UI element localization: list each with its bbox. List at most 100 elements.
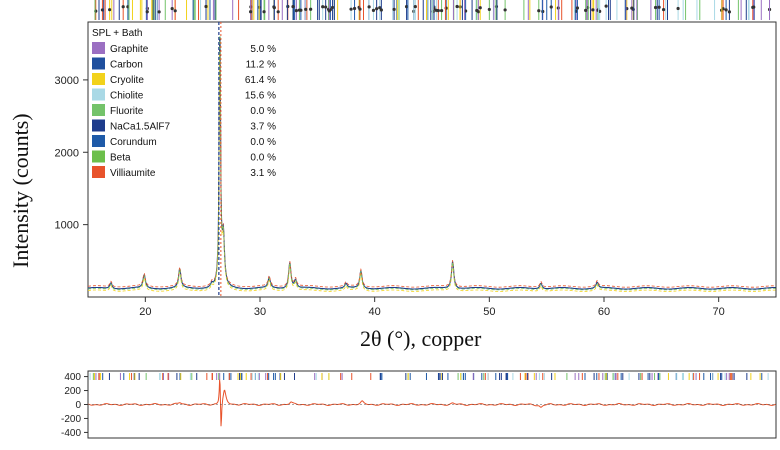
phase-marker-dot bbox=[676, 6, 680, 11]
phase-marker-dot bbox=[455, 4, 459, 9]
legend-swatch bbox=[92, 119, 105, 132]
phase-marker-dot bbox=[349, 7, 353, 11]
phase-marker-dot bbox=[727, 10, 732, 14]
phase-marker-dot bbox=[170, 6, 174, 11]
x-tick-label: 70 bbox=[713, 306, 725, 318]
phase-marker-dot bbox=[367, 5, 371, 9]
phase-marker-dot bbox=[108, 8, 112, 12]
phase-marker-dot bbox=[436, 9, 440, 13]
legend-entry-value: 0.0 % bbox=[250, 106, 276, 117]
phase-marker-dot bbox=[591, 8, 595, 12]
legend-swatch bbox=[92, 57, 105, 70]
phase-marker-dot bbox=[537, 9, 541, 13]
legend-entry-name: Villiaumite bbox=[110, 168, 156, 179]
phase-marker-dot bbox=[324, 5, 328, 9]
diffraction-trace bbox=[88, 35, 776, 291]
legend-entry-value: 3.1 % bbox=[250, 168, 276, 179]
phase-marker-dot bbox=[321, 5, 325, 9]
phase-marker-dot bbox=[575, 6, 580, 10]
phase-marker-dot bbox=[661, 7, 666, 12]
phase-marker-dot bbox=[657, 5, 661, 9]
residual-y-tick-label: 0 bbox=[75, 400, 81, 411]
residual-y-tick-label: -200 bbox=[61, 414, 81, 425]
y-axis-label: Intensity (counts) bbox=[8, 113, 33, 268]
legend-swatch bbox=[92, 150, 105, 163]
legend-entry-name: Cryolite bbox=[110, 75, 144, 86]
legend-entry-value: 0.0 % bbox=[250, 137, 276, 148]
main-x-axis: 20 30 40 50 60 70 bbox=[139, 297, 725, 318]
phase-marker-dot bbox=[604, 4, 608, 8]
y-tick-label: 2000 bbox=[55, 147, 79, 159]
phase-marker-dot bbox=[487, 7, 491, 12]
legend-entry-name: Chiolite bbox=[110, 91, 144, 102]
legend-entry-name: Fluorite bbox=[110, 106, 144, 117]
x-tick-label: 20 bbox=[139, 306, 151, 318]
main-traces bbox=[87, 22, 776, 297]
legend-swatch bbox=[92, 88, 105, 101]
phase-marker-dot bbox=[653, 5, 658, 10]
x-tick-label: 40 bbox=[369, 306, 381, 318]
phase-marker-dot bbox=[145, 10, 149, 14]
legend-entry-value: 61.4 % bbox=[245, 75, 276, 86]
phase-marker-dot bbox=[478, 6, 482, 10]
legend-swatch bbox=[92, 42, 105, 54]
y-tick-label: 3000 bbox=[55, 75, 79, 87]
main-phase-marker-strip bbox=[94, 0, 772, 20]
phase-marker-dot bbox=[309, 7, 313, 11]
phase-marker-dot bbox=[379, 8, 383, 12]
residual-y-axis: 400 200 0 -200 -400 bbox=[61, 372, 88, 439]
legend-entry-value: 0.0 % bbox=[250, 153, 276, 164]
residual-y-tick-label: -400 bbox=[61, 428, 81, 439]
phase-marker-dot bbox=[299, 8, 303, 12]
phase-marker-dot bbox=[304, 7, 308, 11]
phase-marker-dot bbox=[371, 8, 376, 13]
phase-marker-dot bbox=[375, 7, 379, 11]
phase-marker-dot bbox=[584, 8, 588, 12]
x-tick-label: 60 bbox=[598, 306, 610, 318]
x-tick-label: 50 bbox=[483, 306, 495, 318]
phase-marker-dot bbox=[121, 5, 125, 9]
legend-title: SPL + Bath bbox=[92, 28, 143, 39]
phase-marker-dot bbox=[475, 8, 479, 13]
main-plot-frame bbox=[87, 21, 777, 298]
phase-marker-dot bbox=[291, 4, 295, 9]
legend-entry-value: 3.7 % bbox=[250, 122, 276, 133]
legend-entry-name: Carbon bbox=[110, 60, 143, 71]
residual-plot: 400 200 0 -200 -400 bbox=[61, 370, 777, 439]
phase-marker-dot bbox=[352, 6, 357, 11]
phase-marker-dot bbox=[439, 8, 444, 13]
phase-marker-dot bbox=[549, 5, 553, 9]
phase-marker-dot bbox=[272, 6, 276, 10]
phase-marker-dot bbox=[752, 5, 756, 9]
main-plot: 20 30 40 50 60 70 1000 2000 3000 SPL + Bath Gra… bbox=[8, 0, 777, 351]
legend-swatch bbox=[92, 135, 105, 147]
legend-entry-value: 11.2 % bbox=[246, 60, 276, 71]
y-tick-label: 1000 bbox=[55, 220, 79, 232]
legend-entry-name: Beta bbox=[110, 153, 131, 164]
legend-entry-name: Corundum bbox=[110, 137, 157, 148]
phase-marker-dot bbox=[204, 4, 208, 9]
phase-marker-dot bbox=[358, 7, 362, 11]
x-axis-label: 2θ (°), copper bbox=[360, 326, 482, 351]
phase-marker-dot bbox=[262, 10, 266, 14]
diffraction-trace bbox=[87, 40, 776, 288]
phase-marker-dot bbox=[157, 10, 161, 14]
phase-marker-dot bbox=[276, 10, 280, 14]
x-tick-label: 30 bbox=[254, 306, 266, 318]
residual-y-tick-label: 400 bbox=[64, 372, 81, 383]
phase-marker-dot bbox=[392, 7, 396, 11]
diffraction-trace bbox=[88, 36, 776, 290]
phase-marker-dot bbox=[724, 8, 728, 12]
phase-marker-dot bbox=[404, 4, 409, 9]
main-y-axis: 1000 2000 3000 bbox=[55, 75, 88, 232]
phase-marker-dot bbox=[413, 4, 417, 9]
phase-marker-dot bbox=[173, 9, 177, 13]
legend: SPL + Bath Graphite 5.0 % Carbon 11.2 % Cryo… bbox=[92, 28, 276, 179]
legend-swatch bbox=[92, 73, 105, 85]
phase-marker-dot bbox=[327, 9, 331, 13]
legend-swatch bbox=[92, 166, 105, 178]
phase-marker-dot bbox=[378, 6, 382, 10]
phase-marker-dot bbox=[503, 8, 507, 12]
legend-entry-name: NaCa1.5AlF7 bbox=[110, 122, 170, 133]
legend-entry-value: 15.6 % bbox=[245, 91, 276, 102]
